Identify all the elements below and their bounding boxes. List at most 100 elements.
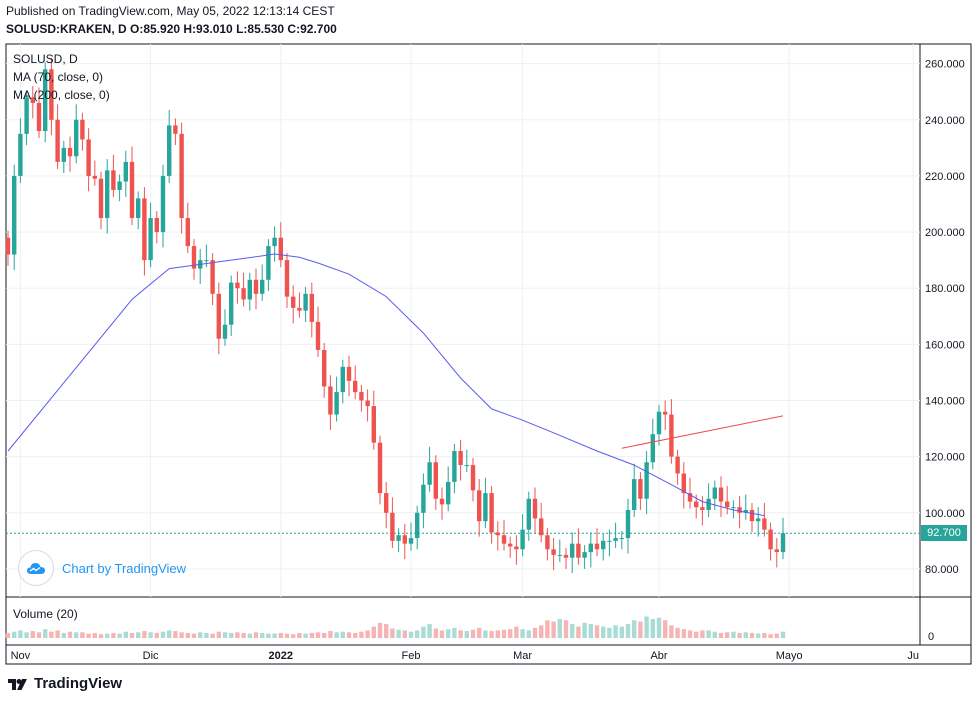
candle-body — [154, 218, 159, 233]
legend-ma70[interactable]: MA (70, close, 0) — [13, 70, 104, 84]
candle-body — [433, 462, 438, 499]
last-price-label: 92.700 — [921, 525, 967, 542]
volume-bar — [532, 627, 538, 638]
volume-bar — [427, 624, 432, 638]
candle-body — [415, 512, 420, 539]
candle-body — [557, 554, 562, 556]
volume-bar — [142, 631, 147, 638]
candle-body — [563, 554, 569, 558]
candle-body — [514, 546, 519, 550]
candle-body — [12, 175, 17, 255]
volume-bar — [80, 632, 85, 638]
volume-bar — [309, 632, 314, 638]
candle-body — [359, 392, 364, 401]
volume-bar — [49, 631, 54, 638]
volume-bar — [173, 631, 178, 638]
volume-bar — [36, 632, 42, 638]
volume-bar — [396, 629, 401, 638]
volume-bar — [557, 619, 562, 638]
volume-bar — [278, 632, 283, 638]
volume-bar — [756, 633, 761, 638]
legend-ma200[interactable]: MA (200, close, 0) — [13, 88, 110, 102]
volume-bar — [607, 627, 612, 638]
candle-body — [408, 538, 414, 544]
volume-bar — [663, 620, 668, 638]
candle-body — [687, 493, 693, 502]
candle-body — [384, 493, 389, 513]
volume-bar — [501, 629, 507, 638]
x-tick-label: Nov — [11, 650, 31, 662]
volume-bar — [216, 631, 221, 638]
volume-bar — [563, 620, 569, 638]
volume-bar — [625, 624, 631, 638]
candle-body — [235, 282, 240, 289]
candle-body — [402, 535, 407, 544]
candle-body — [532, 498, 538, 519]
volume-bar — [601, 626, 606, 638]
candle-body — [92, 175, 97, 179]
volume-bar — [18, 630, 23, 638]
candle-body — [458, 451, 463, 466]
volume-bar — [545, 620, 550, 638]
footer-brand[interactable]: TradingView — [8, 675, 122, 692]
volume-bar — [5, 632, 11, 638]
candle-body — [272, 237, 277, 247]
chart-frame — [5, 43, 972, 665]
volume-bar — [67, 631, 73, 638]
y-tick-label: 140.000 — [925, 396, 965, 408]
volume-bar — [260, 632, 265, 638]
candle-body — [117, 181, 122, 190]
volume-bar — [470, 629, 476, 638]
tradingview-logo-icon — [8, 678, 27, 690]
candle-body — [216, 293, 221, 339]
candle-body — [61, 147, 66, 162]
volume-bar — [154, 632, 159, 638]
candle-body — [501, 535, 507, 544]
volume-bar — [74, 632, 79, 638]
volume-bar — [415, 630, 420, 638]
candle-body — [694, 501, 699, 508]
volume-bar — [328, 631, 333, 638]
volume-bar — [210, 633, 215, 638]
volume-bar — [731, 631, 736, 638]
volume-bar — [136, 632, 141, 638]
chart-by-badge[interactable]: Chart by TradingView — [18, 550, 186, 586]
candle-body — [278, 237, 283, 261]
volume-bar — [291, 634, 296, 638]
volume-bar — [371, 626, 376, 638]
volume-bar — [650, 619, 655, 638]
volume-bar — [656, 617, 662, 638]
legend-volume[interactable]: Volume (20) — [13, 607, 78, 621]
candle-body — [365, 400, 370, 407]
volume-bar — [353, 632, 358, 638]
candle-body — [582, 552, 587, 558]
candle-body — [601, 540, 606, 550]
candle-body — [675, 456, 680, 474]
volume-bar — [483, 630, 488, 638]
volume-bar — [303, 633, 308, 638]
ma200-line — [621, 415, 784, 449]
badge-text[interactable]: Chart by TradingView — [62, 560, 187, 576]
volume-bar — [433, 628, 438, 638]
candle-body — [644, 462, 649, 499]
volume-bar — [700, 630, 705, 638]
volume-bar — [669, 625, 674, 638]
volume-bar — [749, 632, 755, 638]
legend-symbol: SOLUSD, D — [13, 52, 78, 66]
candle-body — [86, 139, 91, 176]
volume-bar — [377, 622, 383, 638]
y-tick-label: 260.000 — [925, 59, 965, 71]
y-tick-label: 160.000 — [925, 339, 965, 351]
candle-body — [371, 406, 376, 443]
volume-bar — [644, 616, 649, 638]
volume-bar — [365, 630, 370, 638]
candle-body — [588, 543, 593, 553]
candle-body — [396, 535, 401, 541]
candle-body — [712, 487, 717, 499]
volume-bar — [458, 630, 463, 638]
candle-body — [613, 538, 618, 541]
candle-body — [768, 529, 773, 550]
volume-bar — [477, 627, 482, 638]
candle-body — [173, 125, 178, 134]
